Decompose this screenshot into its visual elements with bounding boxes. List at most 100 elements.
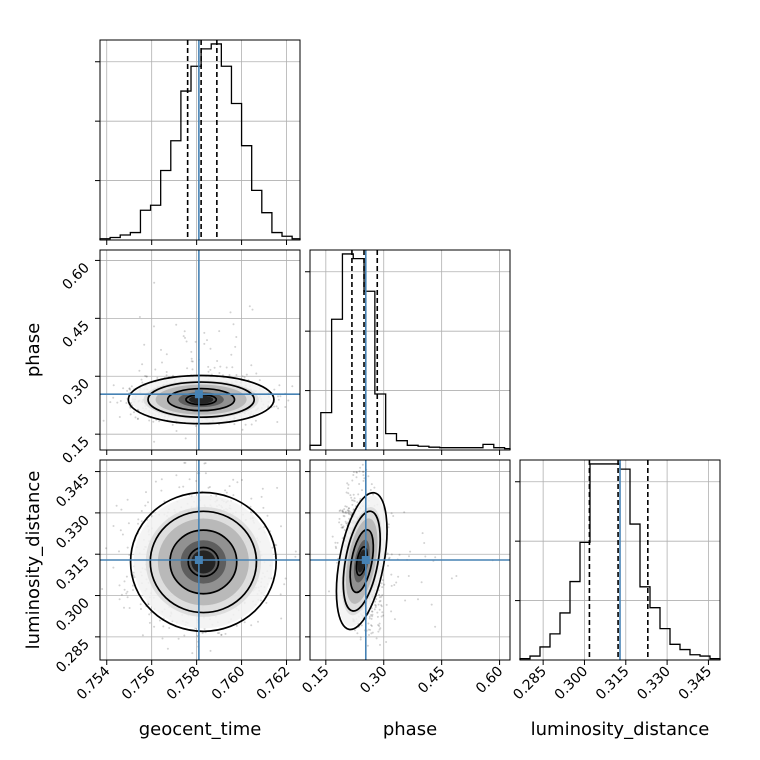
scatter-point	[378, 622, 381, 625]
xtick-label-luminosity-distance-1: 0.300	[552, 664, 592, 704]
scatter-point	[345, 522, 348, 525]
scatter-point	[224, 489, 227, 492]
scatter-point	[387, 526, 390, 529]
scatter-point	[153, 281, 156, 284]
scatter-point	[235, 306, 237, 308]
histogram-layer	[99, 40, 721, 660]
scatter-point	[127, 522, 130, 525]
scatter-point	[225, 491, 228, 494]
scatter-point	[375, 598, 378, 601]
histogram-geocent-time	[99, 43, 301, 240]
scatter-point	[184, 461, 187, 464]
scatter-point	[267, 406, 269, 409]
scatter-point	[390, 512, 393, 515]
scatter-point	[393, 618, 396, 621]
scatter-point	[381, 586, 384, 589]
scatter-point	[177, 637, 180, 640]
scatter-point	[243, 437, 245, 439]
scatter-point	[393, 584, 396, 586]
scatter-point	[231, 366, 234, 369]
scatter-point	[379, 599, 382, 602]
scatter-point	[161, 361, 163, 364]
scatter-point	[120, 508, 123, 511]
scatter-point	[352, 471, 355, 474]
scatter-point	[378, 628, 381, 631]
scatter-point	[250, 364, 253, 367]
scatter-point	[112, 566, 115, 569]
scatter-point	[219, 365, 222, 368]
scatter-point	[279, 395, 282, 398]
scatter-point	[201, 632, 204, 635]
scatter-point	[409, 550, 412, 553]
scatter-point	[249, 505, 252, 508]
scatter-point	[424, 555, 427, 558]
scatter-point	[162, 625, 165, 628]
scatter-point	[374, 604, 377, 606]
scatter-point	[143, 343, 146, 346]
scatter-point	[343, 508, 346, 511]
scatter-point	[356, 632, 359, 635]
scatter-point	[347, 483, 350, 486]
scatter-point	[349, 511, 352, 514]
scatter-point	[294, 550, 297, 553]
scatter-point	[141, 381, 144, 384]
scatter-point	[367, 385, 369, 387]
scatter-point	[152, 420, 155, 423]
scatter-point	[334, 541, 337, 544]
scatter-point	[255, 372, 258, 375]
scatter-point	[370, 617, 373, 620]
contour-geocent-time-luminosity-distance-0	[129, 491, 278, 633]
scatter-point	[118, 598, 121, 601]
scatter-point	[368, 413, 370, 415]
histogram-luminosity-distance	[519, 463, 721, 660]
ytick-label-luminosity-distance-1: 0.300	[53, 595, 93, 635]
scatter-point	[395, 581, 398, 584]
scatter-point	[148, 613, 151, 616]
scatter-point	[132, 584, 134, 587]
scatter-point	[209, 649, 212, 652]
scatter-point	[271, 546, 274, 549]
scatter-point	[220, 633, 223, 636]
scatter-point	[336, 561, 339, 564]
scatter-point	[280, 525, 282, 528]
scatter-point	[390, 553, 393, 556]
contour-geocent-time-phase-2	[166, 387, 236, 412]
scatter-point	[191, 652, 194, 655]
scatter-point	[126, 498, 129, 501]
scatter-point	[133, 576, 136, 579]
scatter-point	[378, 600, 381, 603]
scatter-point	[188, 478, 191, 481]
scatter-point	[160, 348, 162, 351]
scatter-point	[367, 338, 369, 340]
scatter-point	[235, 374, 238, 376]
xtick-label-geocent-time-3: 0.760	[209, 664, 249, 704]
scatter-point	[373, 486, 376, 489]
scatter-point	[190, 357, 193, 360]
scatter-point	[343, 515, 346, 518]
scatter-point	[404, 599, 407, 602]
scatter-point	[357, 493, 360, 496]
scatter-point	[153, 625, 156, 628]
scatter-point	[341, 509, 344, 512]
scatter-point	[128, 387, 131, 390]
scatter-point	[126, 546, 129, 549]
scatter-point	[417, 598, 419, 601]
scatter-point	[351, 479, 354, 482]
scatter-point	[158, 619, 161, 622]
scatter-point	[358, 470, 361, 473]
scatter-point	[172, 374, 174, 377]
scatter-point	[381, 579, 384, 582]
scatter-point	[340, 526, 343, 529]
scatter-point	[348, 513, 351, 516]
scatter-point	[368, 615, 371, 618]
xtick-label-luminosity-distance-4: 0.345	[676, 664, 716, 704]
scatter-point	[283, 583, 286, 586]
scatter-point	[358, 483, 361, 485]
scatter-point	[434, 625, 437, 628]
scatter-point	[254, 419, 257, 422]
scatter-point	[196, 635, 199, 637]
scatter-point	[359, 638, 362, 641]
scatter-point	[379, 643, 381, 646]
scatter-point	[126, 596, 129, 599]
scatter-point	[352, 493, 355, 496]
